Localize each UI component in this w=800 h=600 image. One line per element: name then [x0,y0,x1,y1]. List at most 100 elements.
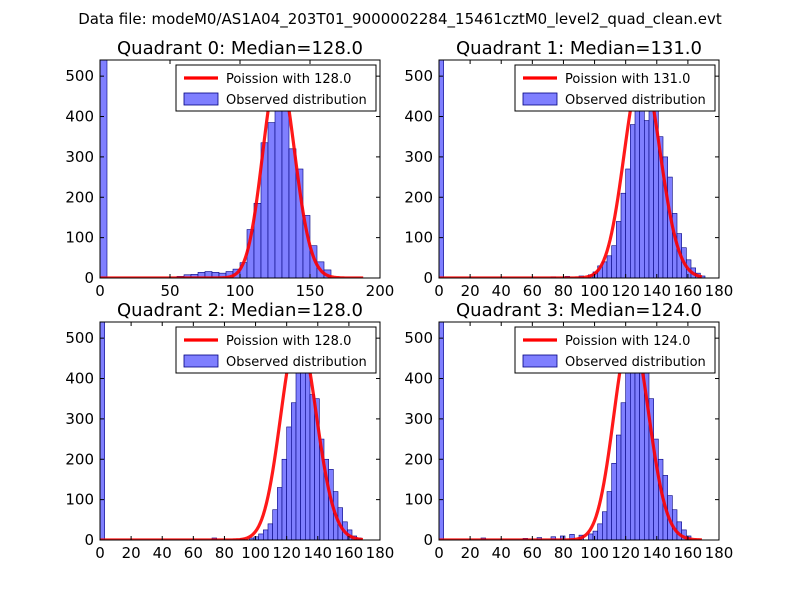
x-tick-label: 140 [642,544,671,562]
legend-bar-swatch [522,92,558,106]
histogram-bar [286,426,292,540]
histogram-bar [602,511,608,540]
y-tick-label: 200 [404,188,433,206]
histogram-bar [606,255,612,278]
histogram-bar [309,394,315,540]
panel-quadrant-1: 0 20 40 60 80 100 120 140 160 1800100200300400500… [404,38,733,300]
histogram-bar [267,122,276,278]
histogram-bar [100,60,108,278]
x-tick-label: 180 [366,544,395,562]
x-tick-label: 100 [226,282,255,300]
histogram-bar [639,366,645,540]
x-tick-label: 60 [523,544,542,562]
panel-title: Quadrant 0: Median=128.0 [117,38,363,59]
histogram-bar [644,120,650,278]
y-tick-label: 200 [404,450,433,468]
axes-frame [438,321,720,541]
histogram-bar [305,358,311,540]
histogram-bar [616,221,622,278]
x-tick-label: 160 [674,544,703,562]
legend-label-observed: Observed distribution [226,355,367,370]
y-tick-label: 0 [84,531,94,549]
legend-bar-swatch [183,92,219,106]
x-tick-label: 100 [241,544,270,562]
legend-label-poisson: Poission with 124.0 [565,334,690,349]
histogram-bar [263,529,269,540]
panel-title: Quadrant 2: Median=128.0 [117,300,363,321]
y-tick-label: 200 [65,188,94,206]
x-tick-label: 140 [303,544,332,562]
y-tick-label: 100 [65,491,94,509]
histogram-bar [625,168,631,278]
y-tick-label: 100 [404,491,433,509]
histogram-bar [616,434,622,540]
histogram-bar [611,462,617,540]
x-tick-label: 20 [461,282,480,300]
histogram-bar [588,533,594,540]
histogram-bar [291,402,297,540]
axes-frame [99,321,381,541]
panel-title: Quadrant 3: Median=124.0 [456,300,702,321]
histogram-bar [267,523,273,540]
x-tick-label: 80 [554,282,573,300]
x-tick-label: 80 [554,544,573,562]
legend: Poission with 128.0 Observed distribution [175,64,377,112]
x-tick-label: 150 [296,282,325,300]
histogram-bar [592,530,598,540]
legend: Poission with 128.0 Observed distribution [175,326,377,374]
x-tick-label: 50 [160,282,179,300]
y-tick-label: 200 [65,450,94,468]
x-tick-label: 180 [705,544,734,562]
figure-suptitle: Data file: modeM0/AS1A04_203T01_90000022… [78,10,722,29]
legend-bar-swatch [183,354,219,368]
histogram-bar [277,487,283,540]
histogram-bar [281,458,287,540]
y-tick-label: 400 [404,370,433,388]
histogram-bar [100,322,105,540]
y-tick-label: 300 [404,410,433,428]
legend-label-poisson: Poission with 128.0 [226,72,351,87]
poisson-curve [100,68,364,278]
histogram-bar [295,370,301,540]
legend-bar-swatch [522,354,558,368]
x-tick-label: 0 [95,282,105,300]
x-tick-label: 140 [642,282,671,300]
x-tick-label: 200 [366,282,395,300]
histogram-bar [620,192,626,278]
x-tick-label: 20 [122,544,141,562]
x-tick-label: 40 [492,282,511,300]
panel-title: Quadrant 1: Median=131.0 [456,38,702,59]
x-tick-label: 40 [153,544,172,562]
histogram-bar [634,91,640,278]
x-tick-label: 100 [580,544,609,562]
histogram-bar [439,322,444,540]
x-tick-label: 120 [611,282,640,300]
x-tick-label: 60 [523,282,542,300]
x-tick-label: 160 [335,544,364,562]
y-tick-label: 500 [404,67,433,85]
panel-quadrant-0: 0 50 100 150 200 0 100 200 300 400 500 Quadrant 0: … [65,38,394,300]
legend-label-poisson: Poission with 128.0 [226,334,351,349]
y-tick-label: 500 [65,67,94,85]
y-tick-label: 300 [404,148,433,166]
x-tick-label: 80 [215,544,234,562]
histogram-bar [630,124,636,278]
y-tick-label: 100 [404,229,433,247]
histogram-bar [550,536,556,540]
x-tick-label: 0 [95,544,105,562]
legend-label-observed: Observed distribution [226,93,367,108]
axes-frame [438,59,720,279]
y-tick-label: 0 [84,269,94,287]
histogram-bar [439,60,444,278]
y-tick-label: 0 [423,269,433,287]
x-tick-label: 120 [611,544,640,562]
y-tick-label: 500 [65,329,94,347]
legend: Poission with 124.0 Observed distribution [514,326,716,374]
histogram-bars [100,322,362,540]
y-tick-label: 0 [423,531,433,549]
legend-label-observed: Observed distribution [565,355,706,370]
legend: Poission with 131.0 Observed distribution [514,64,716,112]
x-tick-label: 100 [580,282,609,300]
histogram-bar [288,148,297,278]
